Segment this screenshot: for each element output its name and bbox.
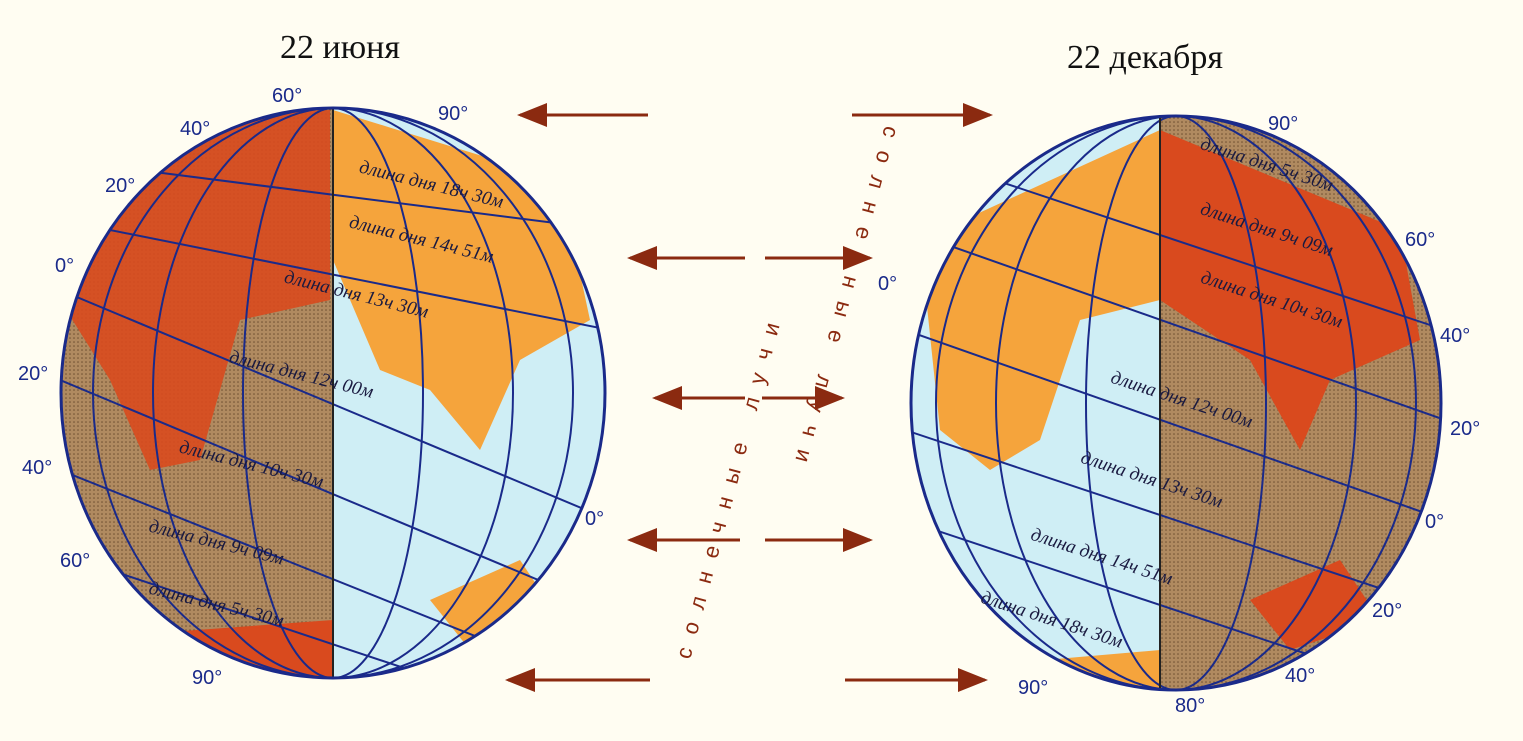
degree-label: 0° <box>1425 511 1444 533</box>
globe-outline <box>59 106 607 680</box>
degree-label: 60° <box>60 550 90 572</box>
degree-label: 0° <box>585 508 604 530</box>
degree-label: 40° <box>22 457 52 479</box>
degree-label: 60° <box>1405 229 1435 251</box>
degree-label: 20° <box>1372 600 1402 622</box>
ray-label: солнечные лучи <box>671 306 789 661</box>
degree-label: 20° <box>105 175 135 197</box>
degree-label: 80° <box>1175 695 1205 717</box>
degree-label: 0° <box>55 255 74 277</box>
degree-label: 40° <box>1440 325 1470 347</box>
sun-ray-arrows <box>505 103 993 692</box>
degree-label: 20° <box>18 363 48 385</box>
degree-label: 90° <box>438 103 468 125</box>
degree-label: 40° <box>180 118 210 140</box>
title: 22 июня <box>280 29 400 66</box>
degree-label: 60° <box>272 85 302 107</box>
ray-label: солнечные лучи <box>787 124 905 479</box>
degree-label: 90° <box>192 667 222 689</box>
degree-label: 0° <box>878 273 897 295</box>
globe-outline <box>909 114 1443 692</box>
degree-label: 90° <box>1268 113 1298 135</box>
degree-label: 90° <box>1018 677 1048 699</box>
degree-label: 40° <box>1285 665 1315 687</box>
degree-label: 20° <box>1450 418 1480 440</box>
title: 22 декабря <box>1067 39 1223 76</box>
